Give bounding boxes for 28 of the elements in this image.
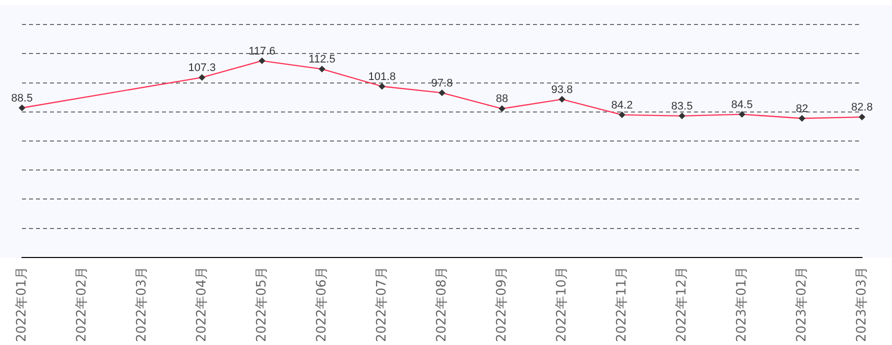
x-tick-label: 2022年04月 <box>194 266 210 342</box>
x-tick-label: 2022年06月 <box>314 266 330 342</box>
x-tick-label: 2022年03月 <box>134 266 150 342</box>
data-label: 88 <box>496 93 508 106</box>
data-label: 82.8 <box>851 102 873 114</box>
data-label: 112.5 <box>308 54 336 66</box>
data-label: 93.8 <box>551 84 573 96</box>
data-label: 117.6 <box>248 45 276 58</box>
x-tick-label: 2023年01月 <box>734 266 750 342</box>
data-label: 82 <box>796 102 808 115</box>
data-label: 88.5 <box>11 92 33 104</box>
x-tick-label: 2022年12月 <box>674 266 690 342</box>
x-tick-label: 2022年09月 <box>494 266 510 342</box>
x-tick-label: 2022年08月 <box>434 266 450 342</box>
x-tick-label: 2023年03月 <box>854 266 870 342</box>
x-tick-label: 2022年05月 <box>254 266 270 342</box>
data-label: 84.2 <box>611 99 633 112</box>
x-tick-label: 2022年10月 <box>554 266 570 342</box>
x-tick-label: 2022年02月 <box>74 266 90 342</box>
data-label: 84.5 <box>731 98 753 111</box>
x-tick-label: 2022年07月 <box>374 266 390 342</box>
x-tick-label: 2023年02月 <box>794 266 810 342</box>
data-label: 107.3 <box>188 62 216 74</box>
data-label: 83.5 <box>671 100 693 112</box>
data-label: 97.8 <box>431 77 453 90</box>
x-tick-label: 2022年01月 <box>14 266 30 342</box>
data-label: 101.8 <box>368 70 396 83</box>
x-tick-label: 2022年11月 <box>614 266 630 342</box>
